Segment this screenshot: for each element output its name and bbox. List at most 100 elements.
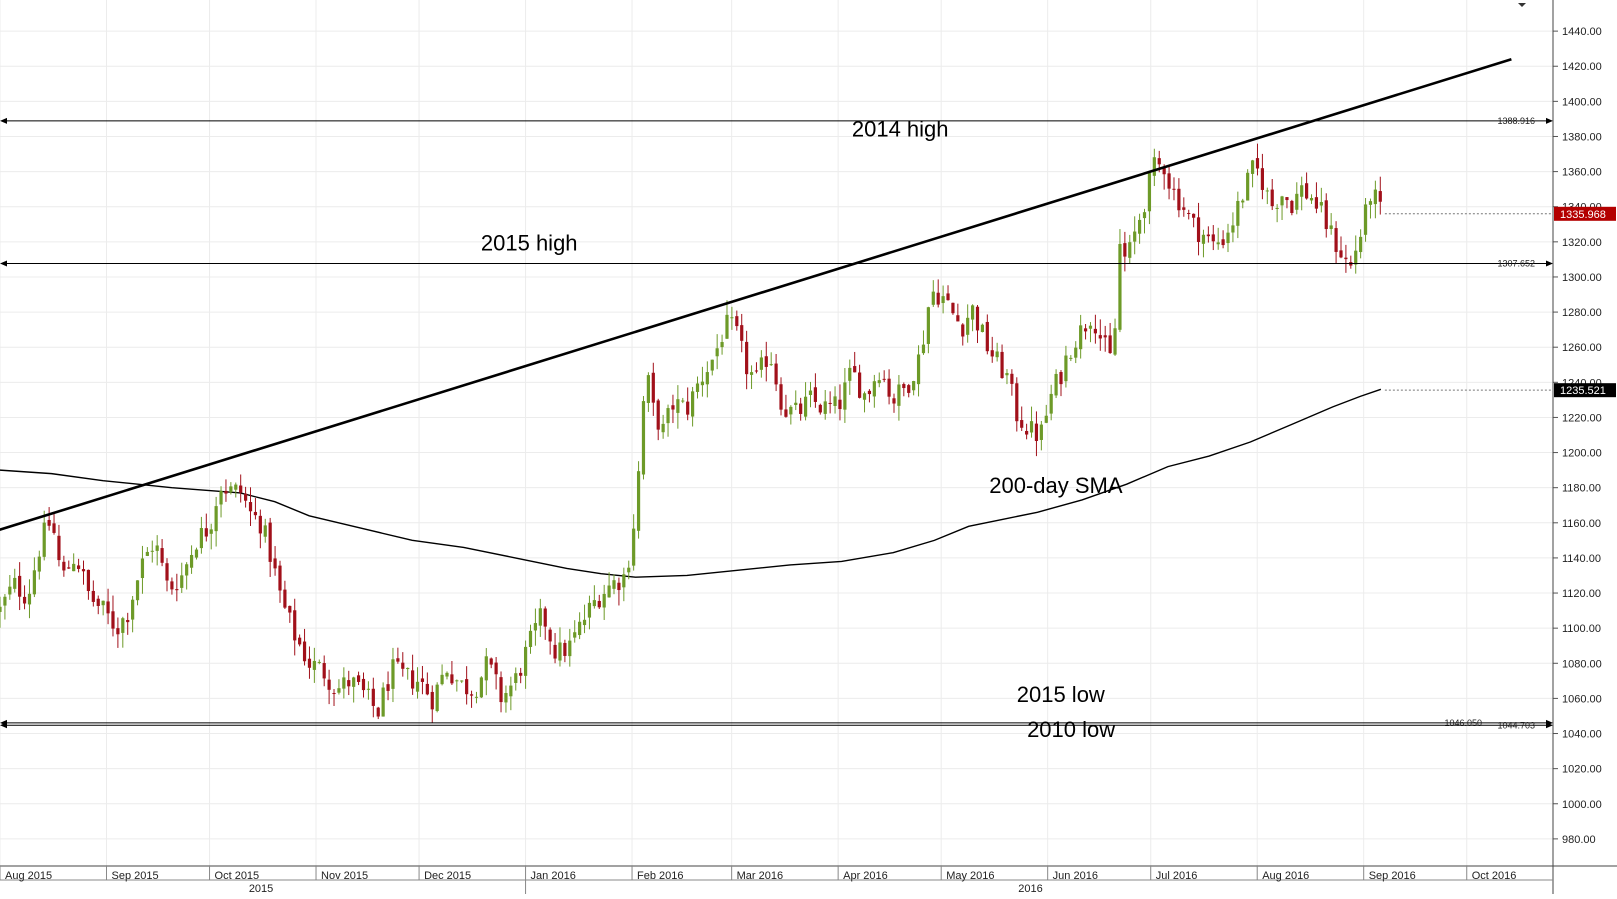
- candle-up: [1280, 196, 1284, 206]
- candle-up: [406, 667, 410, 670]
- candle-down: [96, 598, 100, 606]
- candle-up: [848, 367, 852, 381]
- x-tick-label: Feb 2016: [637, 870, 683, 882]
- candle-up: [194, 549, 199, 558]
- candle-down: [1000, 351, 1004, 379]
- candle-up: [101, 600, 105, 606]
- candle-down: [1270, 189, 1274, 207]
- arrow-left-icon: [0, 260, 7, 267]
- candle-up: [523, 646, 528, 676]
- last-price-tag: [1554, 206, 1616, 221]
- candle-down: [651, 372, 655, 403]
- year-label: 2015: [249, 883, 273, 894]
- candle-up: [710, 359, 714, 371]
- candle-up: [1250, 160, 1255, 174]
- candle-up: [926, 307, 930, 344]
- candle-down: [553, 644, 557, 659]
- candle-down: [62, 561, 66, 571]
- candle-up: [445, 672, 449, 677]
- x-tick-label: Dec 2015: [424, 870, 471, 882]
- candle-up: [440, 674, 444, 685]
- candle-down: [293, 610, 297, 641]
- candle-down: [543, 608, 547, 627]
- candle-down: [396, 658, 400, 662]
- level-value-label: 1388.916: [1497, 116, 1535, 126]
- candle-up: [528, 630, 533, 647]
- candle-down: [1010, 373, 1014, 384]
- candle-down: [1344, 257, 1348, 260]
- candle-up: [1373, 189, 1377, 205]
- candle-up: [843, 382, 847, 410]
- candle-up: [1309, 197, 1314, 201]
- y-tick-label: 1080.00: [1562, 658, 1602, 670]
- candle-down: [371, 688, 375, 706]
- candle-up: [1147, 173, 1152, 212]
- candle-up: [135, 580, 140, 601]
- candle-down: [1177, 188, 1181, 211]
- candle-down: [494, 662, 498, 675]
- candle-down: [204, 528, 208, 537]
- candle-down: [1098, 335, 1102, 339]
- candle-up: [131, 599, 135, 620]
- candle-down: [47, 519, 51, 526]
- candle-up: [970, 305, 975, 320]
- candle-up: [504, 693, 508, 703]
- candle-up: [145, 551, 149, 556]
- candle-down: [106, 601, 110, 614]
- y-tick-label: 1300.00: [1562, 272, 1602, 284]
- candle-up: [3, 596, 7, 606]
- candle-down: [469, 694, 474, 696]
- candle-down: [818, 404, 822, 413]
- candle-up: [1088, 325, 1093, 329]
- candle-up: [1049, 393, 1053, 414]
- candle-down: [907, 385, 911, 393]
- candle-down: [1059, 372, 1063, 385]
- candle-down: [1182, 207, 1186, 210]
- candle-up: [1300, 185, 1304, 197]
- candle-up: [666, 408, 670, 424]
- candle-up: [661, 423, 665, 433]
- x-tick-label: Oct 2015: [215, 870, 260, 882]
- candle-down: [258, 515, 262, 534]
- x-tick-label: Jun 2016: [1053, 870, 1098, 882]
- candle-up: [607, 585, 611, 598]
- candle-up: [941, 296, 945, 304]
- candle-up: [121, 618, 125, 633]
- candle-down: [1221, 239, 1225, 246]
- candle-up: [1368, 201, 1373, 205]
- candle-up: [533, 623, 538, 631]
- candle-up: [1363, 204, 1368, 235]
- y-tick-label: 1180.00: [1562, 483, 1601, 495]
- candle-up: [435, 684, 439, 712]
- candle-down: [302, 641, 307, 662]
- candle-up: [1201, 234, 1206, 244]
- candle-down: [1015, 383, 1019, 422]
- candle-up: [1142, 212, 1147, 219]
- y-tick-label: 1260.00: [1562, 342, 1602, 354]
- candle-down: [18, 575, 22, 597]
- candle-up: [676, 399, 680, 413]
- candle-up: [455, 680, 459, 682]
- candle-down: [86, 569, 91, 592]
- y-tick-label: 1060.00: [1562, 693, 1602, 705]
- candle-up: [681, 400, 685, 402]
- candle-up: [641, 401, 646, 475]
- y-tick-label: 1380.00: [1562, 131, 1602, 143]
- candle-down: [298, 637, 302, 645]
- candle-up: [794, 402, 798, 405]
- x-tick-label: Sep 2016: [1369, 870, 1416, 882]
- candle-down: [1108, 335, 1112, 354]
- candle-up: [916, 354, 921, 385]
- candle-up: [312, 660, 316, 670]
- candle-up: [214, 506, 218, 532]
- candle-down: [160, 548, 164, 563]
- candle-up: [317, 661, 321, 663]
- candle-down: [111, 611, 115, 629]
- candle-up: [229, 486, 233, 493]
- candle-down: [57, 535, 61, 561]
- candle-up: [622, 574, 626, 588]
- candle-up: [636, 471, 641, 531]
- candle-up: [912, 381, 916, 391]
- candle-down: [1157, 158, 1161, 165]
- candle-down: [376, 707, 380, 717]
